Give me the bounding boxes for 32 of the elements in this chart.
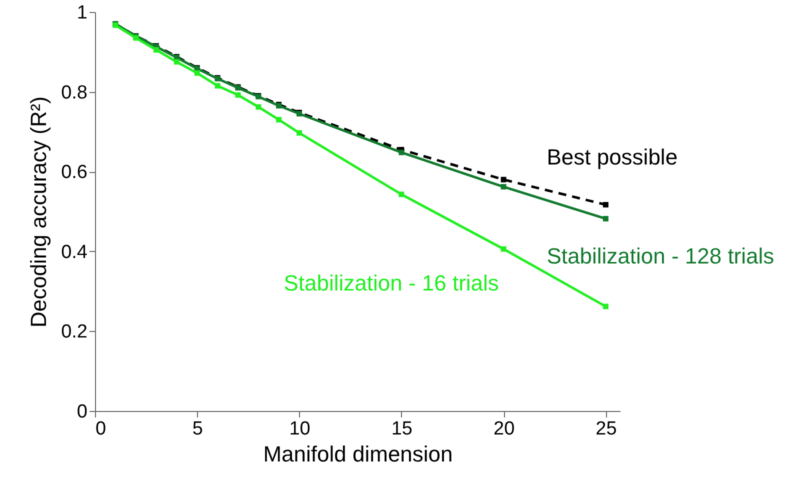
series-label: Stabilization - 16 trials xyxy=(284,270,499,296)
x-tick-label: 5 xyxy=(192,418,203,440)
point xyxy=(500,184,506,190)
point xyxy=(500,246,506,252)
point xyxy=(276,116,282,122)
point xyxy=(602,202,608,208)
y-tick-label: 0.2 xyxy=(61,322,88,343)
point xyxy=(256,104,262,110)
y-tick-label: 0.4 xyxy=(61,242,88,263)
point xyxy=(602,304,608,310)
x-tick-label: 15 xyxy=(391,418,412,440)
x-tick-label: 20 xyxy=(493,418,515,440)
point xyxy=(154,47,160,53)
series-label: Stabilization - 128 trials xyxy=(546,244,774,269)
y-tick-label: 0 xyxy=(76,402,88,422)
point xyxy=(500,176,506,182)
point xyxy=(398,150,404,156)
x-axis-title: Manifold dimension xyxy=(263,442,453,466)
point xyxy=(602,216,608,222)
y-tick-label: 0.8 xyxy=(61,82,88,104)
x-tick-label: 0 xyxy=(96,418,106,440)
y-tick-label: 1 xyxy=(76,2,88,24)
point xyxy=(214,83,220,89)
x-tick-label: 25 xyxy=(596,418,617,440)
y-tick-label: 0.6 xyxy=(61,162,88,184)
y-axis-title: Decoding accuracy (R²) xyxy=(26,96,52,328)
point xyxy=(194,70,200,76)
series-label: Best possible xyxy=(546,144,678,170)
x-tick-label: 10 xyxy=(289,418,310,440)
point xyxy=(174,59,180,65)
point xyxy=(296,130,302,136)
point xyxy=(398,192,404,198)
